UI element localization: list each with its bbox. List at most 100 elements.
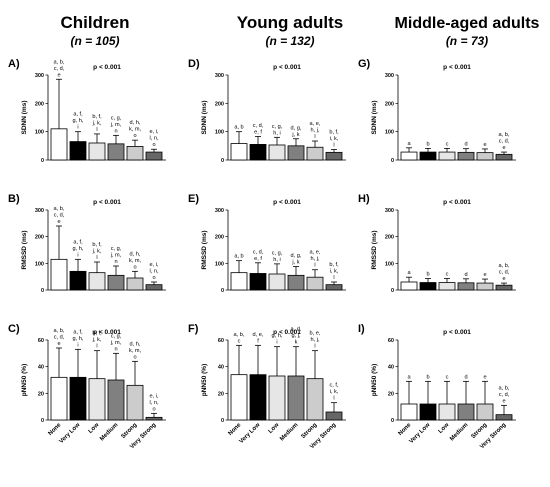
panel-h-bar xyxy=(476,282,494,291)
panel-h-annotation-line: c, d, xyxy=(499,270,510,276)
panel-c-annotation-line: i xyxy=(77,342,78,348)
panel-d-annotation: c, d, e, f xyxy=(253,123,264,136)
panel-c-annotation-line: d, h, xyxy=(130,341,141,347)
panel-h-annotation-line: d xyxy=(464,272,467,278)
panel-f-bar xyxy=(287,375,305,421)
panel-a-annotation-line: b, f, xyxy=(92,114,102,120)
panel-b-p-value: p < 0.001 xyxy=(93,199,121,206)
panel-g-bar xyxy=(476,152,494,161)
panel-b-ytick-label: 100 xyxy=(35,261,44,267)
panel-f-category-label: Strong xyxy=(300,422,318,440)
panel-a-annotation-line: g, h, xyxy=(73,118,84,124)
panel-d-annotation: a, e, h, j, l xyxy=(310,121,321,140)
panel-i-ytick-label: 20 xyxy=(388,391,394,397)
panel-h-annotation-line: a xyxy=(407,270,411,276)
panel-d-annotation-line: c, g, xyxy=(272,124,283,130)
panel-d-bar xyxy=(249,144,267,161)
panel-a-chart: A) p < 0.001 SDNN (ms) 0 100 200 300 a, b, c, d,… xyxy=(8,58,166,164)
panel-b-annotation: a, f, g, h, i xyxy=(73,239,84,258)
panel-i-annotation-line: b xyxy=(426,374,429,380)
panel-b-annotation-line: b, f, xyxy=(92,242,102,248)
panel-a-label: A) xyxy=(8,58,20,70)
panel-f-ytick-label: 60 xyxy=(218,338,224,344)
panel-b-annotation-line: d, h, xyxy=(130,251,141,257)
panel-d-annotation-line: c, d, xyxy=(253,123,264,129)
panel-e-ytick-label: 200 xyxy=(215,235,224,241)
panel-c-annotation: e, i, l, n, o xyxy=(149,393,158,412)
panel-f-label: F) xyxy=(188,323,199,335)
panel-a-annotation-line: n xyxy=(114,128,117,134)
panel-f-category-label: Very Low xyxy=(239,422,262,445)
panel-d-annotation: c, g, h, i xyxy=(272,124,283,137)
panel-c-ytick-label: 20 xyxy=(38,391,44,397)
panel-c-annotation-line: e xyxy=(57,341,60,347)
panel-i-bar xyxy=(476,403,494,421)
panel-i-category-label: Low xyxy=(438,422,451,435)
panel-h-annotation: b xyxy=(426,272,429,278)
panel-b-chart: B) p < 0.001 RMSSD (ms) 0 100 200 300 a, b, c, d… xyxy=(8,193,166,294)
panel-c-p-value: p < 0.001 xyxy=(93,329,121,336)
col-n-young-adults: (n = 132) xyxy=(265,34,314,48)
panel-a-annotation-line: j, m, xyxy=(110,122,122,128)
col-title-middle-aged: Middle-aged adults xyxy=(395,15,540,32)
panel-i-annotation: d xyxy=(464,374,467,380)
panel-f-chart: F) p < 0.001 pNN50 (%) 0 20 40 60 a, b, c None d, … xyxy=(188,323,346,450)
panel-b-annotation: d, h, k, m, o xyxy=(129,251,142,270)
col-title-young-adults: Young adults xyxy=(237,13,343,32)
panel-a-annotation: a, b, c, d, e xyxy=(54,59,65,78)
panel-i-annotation-line: e xyxy=(502,398,505,404)
panel-h-annotation-line: e xyxy=(502,276,505,282)
panel-g-ytick-label: 300 xyxy=(385,73,394,79)
panel-a-annotation-line: j, k, xyxy=(92,120,102,126)
panel-h-annotation: c xyxy=(446,272,449,278)
panel-c-bar xyxy=(69,376,87,421)
panel-e-ytick-label: 0 xyxy=(221,288,224,294)
panel-c-annotation-line: j, k, xyxy=(92,337,102,343)
panel-g-annotation: a xyxy=(407,141,411,147)
panel-g-annotation-line: b xyxy=(426,141,429,147)
panel-b-ylabel: RMSSD (ms) xyxy=(21,230,28,269)
panel-d-bar xyxy=(268,144,286,161)
panel-a-annotation-line: i xyxy=(77,125,78,131)
panel-e-annotation: b, f, i, k, l xyxy=(329,262,339,281)
panel-a-annotation-line: o xyxy=(133,133,136,139)
panel-h-ytick-label: 100 xyxy=(385,261,394,267)
panel-h-annotation-line: e xyxy=(483,272,486,278)
panel-c-ytick-label: 0 xyxy=(41,418,44,424)
panel-g-ytick-label: 0 xyxy=(391,158,394,164)
panel-i-bar xyxy=(419,403,437,421)
panel-f-annotation-line: k xyxy=(295,340,298,346)
panel-e-ytick-label: 100 xyxy=(215,261,224,267)
panel-h-label: H) xyxy=(358,193,370,205)
col-n-children: (n = 105) xyxy=(70,34,119,48)
panel-c-annotation: c, g, j, m, n xyxy=(110,333,122,352)
panel-d-p-value: p < 0.001 xyxy=(273,64,301,71)
panel-a-bar xyxy=(50,128,68,161)
panel-e-annotation-line: a, b xyxy=(234,254,243,260)
panel-b-annotation-line: a, b, xyxy=(54,206,65,212)
panel-f-annotation: b, e, h, j, l xyxy=(310,331,321,350)
panel-h-bar xyxy=(438,282,456,291)
panel-e-bar xyxy=(230,272,248,291)
panel-d-bar xyxy=(230,143,248,161)
panel-a-annotation-line: e, i, xyxy=(149,129,158,135)
panel-f-annotation-line: g, j, xyxy=(291,333,300,339)
panel-c-annotation-line: o xyxy=(133,354,136,360)
panel-c-annotation-line: c, d, xyxy=(54,335,65,341)
panel-i-annotation: c xyxy=(446,374,449,380)
panel-e-annotation: d, g, j, k xyxy=(291,253,302,266)
panel-b-ytick-label: 300 xyxy=(35,208,44,214)
panel-c-ytick-label: 40 xyxy=(38,365,44,371)
panel-i-annotation-line: c xyxy=(446,374,449,380)
panel-f-ytick-label: 0 xyxy=(221,418,224,424)
panel-e-annotation-line: l xyxy=(314,263,315,269)
panel-b-bar xyxy=(145,284,163,291)
panel-d-annotation: a, b xyxy=(234,125,243,131)
panel-c-bar xyxy=(88,378,106,421)
panel-f-p-value: p < 0.001 xyxy=(273,329,301,336)
panel-f-annotation: a, d, g, j, k xyxy=(291,327,302,346)
panel-g-annotation-line: e xyxy=(502,145,505,151)
panel-g-annotation: a, b, c, d, e xyxy=(499,132,510,151)
panel-b-annotation-line: l xyxy=(96,255,97,261)
